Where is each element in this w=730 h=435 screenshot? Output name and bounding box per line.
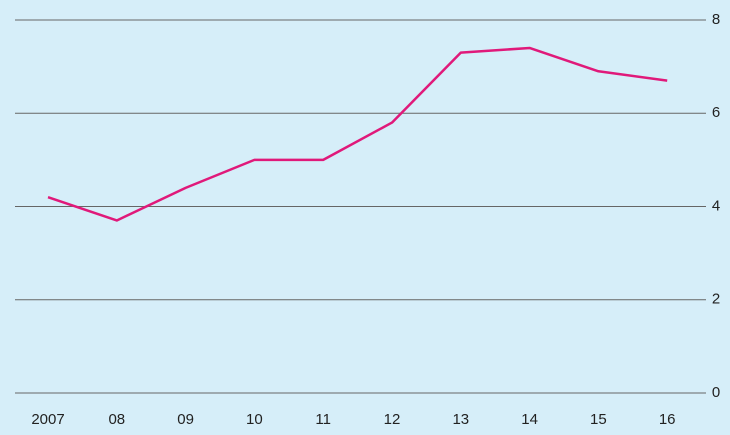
x-tick-label: 16 bbox=[659, 411, 676, 428]
x-tick-label: 13 bbox=[452, 411, 469, 428]
x-tick-label: 10 bbox=[246, 411, 263, 428]
y-tick-label: 8 bbox=[712, 11, 720, 28]
x-tick-label: 11 bbox=[315, 411, 331, 428]
y-tick-label: 2 bbox=[712, 291, 720, 308]
x-tick-label: 14 bbox=[521, 411, 538, 428]
x-tick-label: 08 bbox=[108, 411, 125, 428]
x-tick-label: 15 bbox=[590, 411, 607, 428]
y-tick-label: 6 bbox=[712, 104, 720, 121]
line-series bbox=[47, 46, 668, 222]
y-tick-label: 0 bbox=[712, 384, 720, 401]
x-tick-label: 09 bbox=[177, 411, 194, 428]
x-tick-label: 2007 bbox=[31, 411, 64, 428]
y-tick-label: 4 bbox=[712, 197, 720, 214]
x-tick-label: 12 bbox=[384, 411, 401, 428]
